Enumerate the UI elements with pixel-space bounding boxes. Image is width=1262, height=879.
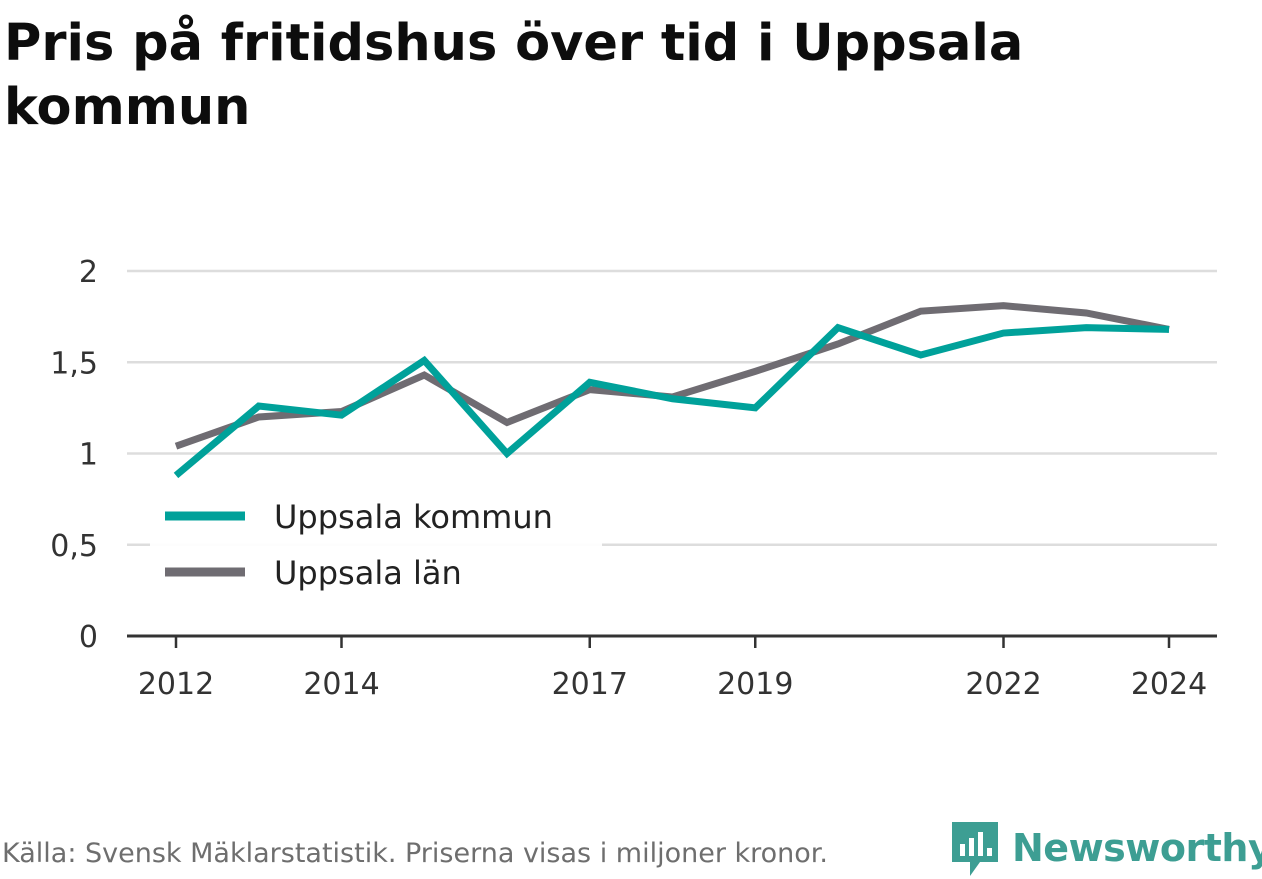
brand-name: Newsworthy bbox=[1012, 826, 1262, 870]
legend-label: Uppsala kommun bbox=[274, 498, 553, 536]
series-line-uppsala-kommun bbox=[173, 323, 1170, 479]
legend: Uppsala kommun Uppsala län bbox=[150, 488, 602, 606]
y-axis-labels: 0 0,5 1 1,5 2 bbox=[50, 255, 98, 655]
legend-background bbox=[150, 488, 602, 606]
y-tick-label: 0,5 bbox=[50, 529, 98, 564]
y-tick-label: 0 bbox=[79, 620, 98, 655]
series-lines bbox=[173, 302, 1170, 479]
series-line-uppsala-lan bbox=[174, 302, 1170, 450]
legend-label: Uppsala län bbox=[274, 554, 462, 592]
y-tick-label: 2 bbox=[79, 255, 98, 290]
source-note: Källa: Svensk Mäklarstatistik. Priserna … bbox=[2, 838, 829, 869]
y-tick-label: 1,5 bbox=[50, 346, 98, 381]
x-axis-labels: 2012 2014 2017 2019 2022 2024 bbox=[138, 667, 1207, 702]
x-tick-label: 2017 bbox=[552, 667, 628, 702]
chart-title: Pris på fritidshus över tid i Uppsala ko… bbox=[4, 14, 1024, 137]
brand-logo: Newsworthy bbox=[950, 818, 1262, 878]
x-axis-ticks bbox=[174, 636, 1171, 648]
y-tick-label: 1 bbox=[79, 438, 98, 473]
newsworthy-logo-icon bbox=[952, 822, 998, 876]
x-tick-label: 2019 bbox=[717, 667, 793, 702]
x-tick-label: 2024 bbox=[1131, 667, 1207, 702]
x-tick-label: 2012 bbox=[138, 667, 214, 702]
x-tick-label: 2022 bbox=[965, 667, 1041, 702]
x-tick-label: 2014 bbox=[303, 667, 379, 702]
